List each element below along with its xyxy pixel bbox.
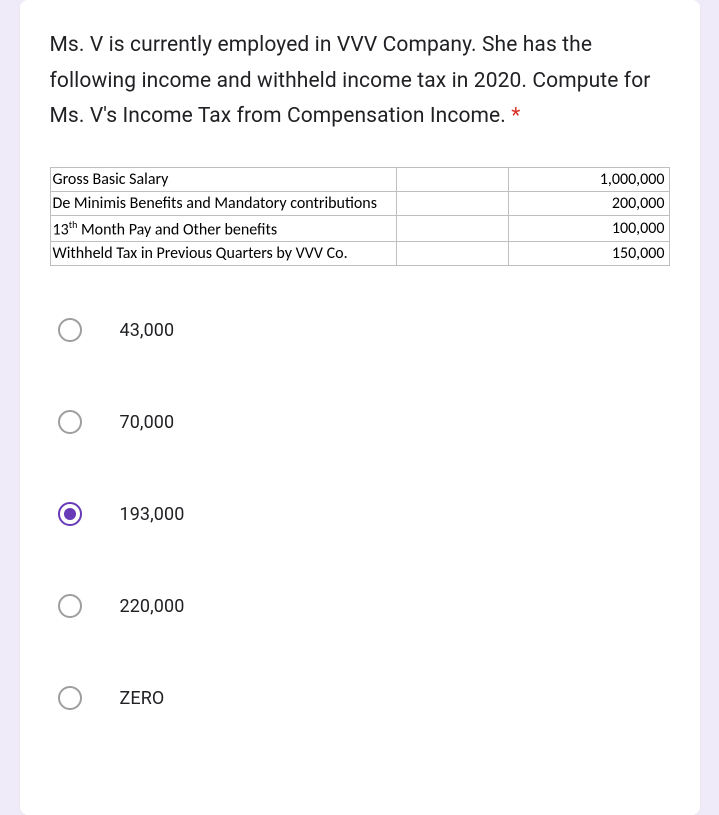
question-text: Ms. V is currently employed in VVV Compa…	[50, 28, 670, 135]
radio-button[interactable]	[58, 318, 82, 342]
table-spacer-cell	[397, 242, 508, 266]
radio-button[interactable]	[58, 686, 82, 710]
options-group: 43,000 70,000 193,000 220,000 ZERO	[50, 306, 670, 722]
income-table-body: Gross Basic Salary 1,000,000 De Minimis Be…	[50, 168, 669, 266]
table-row: Withheld Tax in Previous Quarters by VVV…	[50, 242, 669, 266]
table-row: Gross Basic Salary 1,000,000	[50, 168, 669, 192]
radio-option[interactable]: 70,000	[58, 398, 670, 446]
option-label: 70,000	[120, 412, 175, 433]
radio-option[interactable]: 43,000	[58, 306, 670, 354]
question-body: Ms. V is currently employed in VVV Compa…	[50, 33, 651, 128]
option-label: ZERO	[120, 688, 165, 709]
radio-option[interactable]: 220,000	[58, 582, 670, 630]
radio-option[interactable]: 193,000	[58, 490, 670, 538]
table-label-cell: 13th Month Pay and Other benefits	[50, 216, 397, 242]
option-label: 43,000	[120, 320, 175, 341]
table-label-cell: De Minimis Benefits and Mandatory contri…	[50, 192, 397, 216]
table-spacer-cell	[397, 168, 508, 192]
radio-button[interactable]	[58, 594, 82, 618]
radio-button[interactable]	[58, 502, 82, 526]
table-value-cell: 150,000	[508, 242, 669, 266]
income-table: Gross Basic Salary 1,000,000 De Minimis Be…	[50, 167, 670, 266]
option-label: 220,000	[120, 596, 185, 617]
table-spacer-cell	[397, 192, 508, 216]
question-card: Ms. V is currently employed in VVV Compa…	[20, 0, 700, 815]
radio-button[interactable]	[58, 410, 82, 434]
table-value-cell: 100,000	[508, 216, 669, 242]
required-asterisk: *	[511, 104, 520, 128]
table-value-cell: 200,000	[508, 192, 669, 216]
table-row: 13th Month Pay and Other benefits 100,000	[50, 216, 669, 242]
table-label-cell: Withheld Tax in Previous Quarters by VVV…	[50, 242, 397, 266]
table-label-cell: Gross Basic Salary	[50, 168, 397, 192]
table-value-cell: 1,000,000	[508, 168, 669, 192]
option-label: 193,000	[120, 504, 185, 525]
table-spacer-cell	[397, 216, 508, 242]
radio-option[interactable]: ZERO	[58, 674, 670, 722]
table-row: De Minimis Benefits and Mandatory contri…	[50, 192, 669, 216]
